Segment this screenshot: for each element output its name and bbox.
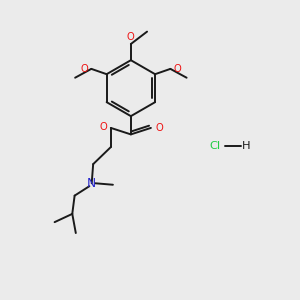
Text: Cl: Cl (209, 141, 220, 151)
Text: O: O (99, 122, 107, 132)
Text: O: O (173, 64, 181, 74)
Text: O: O (155, 123, 163, 133)
Text: O: O (81, 64, 88, 74)
Text: O: O (127, 32, 135, 42)
Text: N: N (87, 177, 96, 190)
Text: H: H (242, 141, 250, 151)
